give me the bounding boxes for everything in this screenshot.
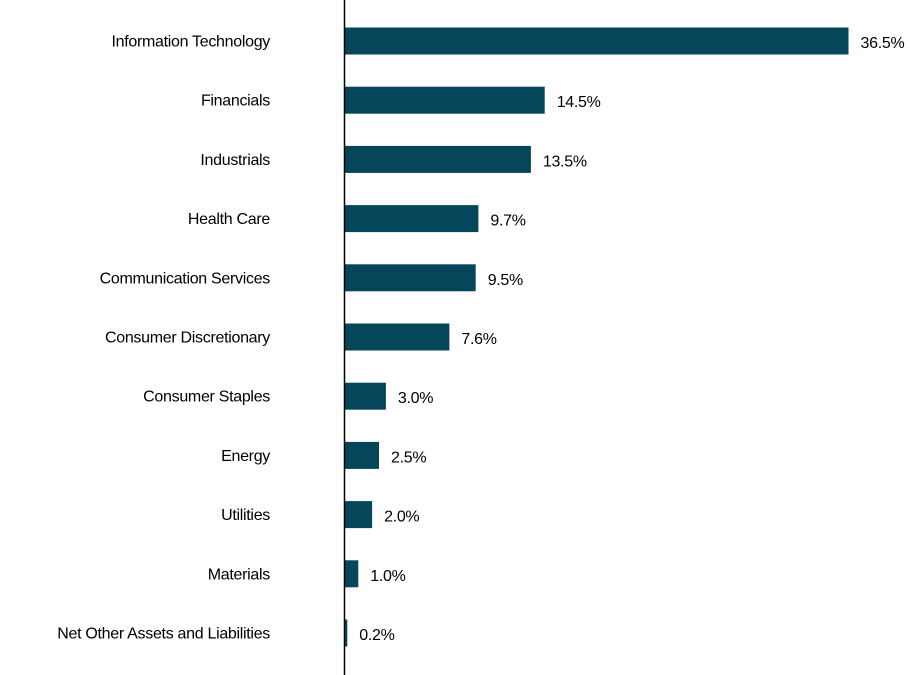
category-label: Consumer Discretionary	[105, 330, 270, 347]
bar-net-other-assets-and-liabilities	[344, 619, 348, 647]
category-label: Industrials	[200, 152, 270, 169]
bar-consumer-discretionary	[344, 323, 450, 351]
value-label: 7.6%	[461, 331, 496, 348]
category-label: Communication Services	[100, 270, 271, 287]
value-label: 9.7%	[490, 213, 525, 230]
bar-information-technology	[344, 27, 849, 55]
value-label: 2.0%	[384, 509, 419, 526]
value-label: 1.0%	[370, 568, 405, 585]
bar-health-care	[344, 205, 479, 233]
bar-consumer-staples	[344, 382, 386, 410]
value-label: 2.5%	[391, 449, 426, 466]
value-label: 3.0%	[398, 390, 433, 407]
value-label: 36.5%	[861, 35, 905, 52]
category-label: Utilities	[221, 507, 270, 524]
value-labels-group: 36.5% 14.5% 13.5% 9.7% 9.5% 7.6% 3.0% 2.5% 2.0% 1…	[359, 35, 904, 644]
value-label: 9.5%	[488, 272, 523, 289]
category-label: Financials	[201, 93, 270, 110]
value-label: 0.2%	[359, 627, 394, 644]
category-labels-group: Information Technology Financials Industri…	[57, 34, 270, 643]
category-label: Information Technology	[111, 34, 270, 51]
bar-utilities	[344, 501, 373, 529]
bar-financials	[344, 86, 545, 114]
category-label: Net Other Assets and Liabilities	[57, 626, 270, 643]
bars-group	[344, 27, 849, 647]
bar-communication-services	[344, 264, 476, 292]
bar-energy	[344, 441, 379, 469]
bar-materials	[344, 560, 359, 588]
category-label: Energy	[221, 448, 270, 465]
category-label: Materials	[208, 566, 271, 583]
bar-industrials	[344, 145, 531, 173]
value-label: 14.5%	[557, 94, 601, 111]
value-label: 13.5%	[543, 153, 587, 170]
category-label: Consumer Staples	[143, 389, 270, 406]
category-label: Health Care	[188, 211, 270, 228]
